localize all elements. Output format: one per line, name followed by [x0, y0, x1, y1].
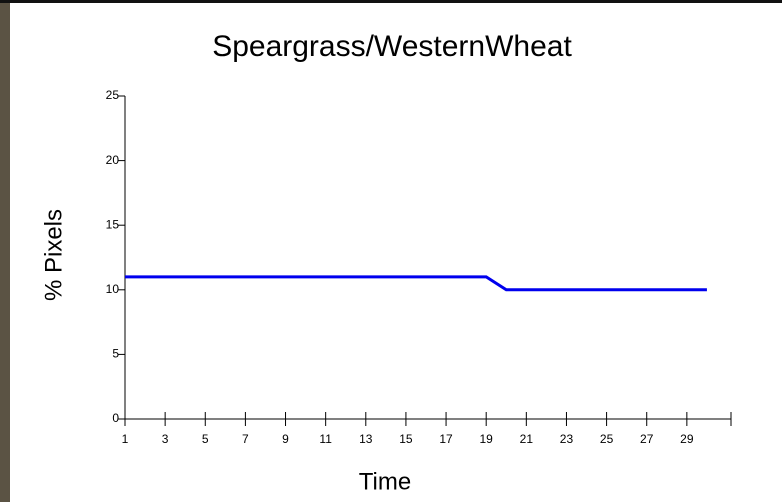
x-tick-label: 1: [122, 432, 129, 446]
y-axis-label: % Pixels: [40, 209, 67, 301]
x-tick-label: 5: [202, 432, 209, 446]
x-tick-label: 13: [359, 432, 373, 446]
x-tick-label: 19: [480, 432, 494, 446]
chart-title: Speargrass/WesternWheat: [212, 30, 572, 63]
window-top: [0, 0, 782, 3]
x-tick-label: 23: [560, 432, 574, 446]
y-tick-label: 20: [106, 153, 120, 167]
x-tick-label: 11: [319, 432, 332, 446]
x-tick-label: 7: [242, 432, 249, 446]
y-tick-label: 10: [106, 282, 120, 296]
x-axis-label: Time: [359, 468, 411, 495]
x-tick-label: 3: [162, 432, 169, 446]
x-tick-label: 15: [399, 432, 413, 446]
y-tick-label: 15: [106, 217, 120, 231]
x-tick-label: 9: [282, 432, 289, 446]
x-tick-label: 25: [600, 432, 614, 446]
x-tick-label: 17: [439, 432, 453, 446]
window-edge: [0, 0, 10, 502]
x-tick-label: 21: [520, 432, 534, 446]
y-tick-label: 5: [112, 347, 119, 361]
y-tick-label: 25: [106, 88, 120, 102]
x-tick-label: 29: [680, 432, 694, 446]
y-tick-label: 0: [112, 411, 119, 425]
x-tick-label: 27: [640, 432, 654, 446]
data-line: [125, 275, 707, 292]
